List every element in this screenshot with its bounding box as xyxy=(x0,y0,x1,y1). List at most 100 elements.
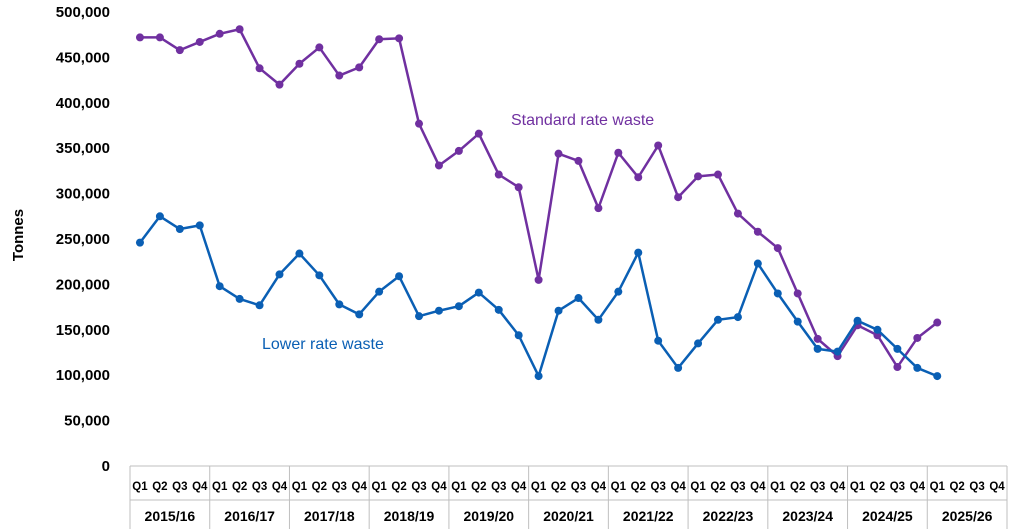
lower-rate-waste-point xyxy=(454,302,463,311)
standard-rate-waste-point xyxy=(195,37,204,46)
lower-rate-waste-point xyxy=(355,310,364,319)
x-quarter-label: Q4 xyxy=(670,481,686,493)
x-quarter-label: Q4 xyxy=(989,481,1005,493)
standard-rate-waste-point xyxy=(255,64,264,73)
standard-rate-waste-point xyxy=(574,156,583,165)
lower-rate-waste-point xyxy=(793,317,802,326)
x-quarter-label: Q4 xyxy=(830,481,846,493)
lower-rate-waste-series xyxy=(135,212,942,381)
standard-rate-waste-point xyxy=(614,148,623,157)
lower-rate-waste-point xyxy=(275,270,284,279)
lower-rate-waste-point xyxy=(713,315,722,324)
y-tick-label: 500,000 xyxy=(56,4,110,21)
x-quarter-label: Q2 xyxy=(631,481,646,493)
lower-rate-waste-point xyxy=(235,294,244,303)
x-year-label: 2022/23 xyxy=(703,508,754,524)
x-quarter-label: Q2 xyxy=(790,481,805,493)
lower-rate-waste-point xyxy=(494,305,503,314)
standard-rate-waste-point xyxy=(773,244,782,253)
lower-rate-waste-point xyxy=(395,272,404,281)
x-year-label: 2020/21 xyxy=(543,508,594,524)
standard-rate-waste-point xyxy=(594,204,603,213)
x-quarter-label: Q2 xyxy=(471,481,486,493)
x-quarter-label: Q4 xyxy=(192,481,208,493)
x-quarter-label: Q1 xyxy=(371,481,387,493)
lower-rate-waste-point xyxy=(195,221,204,230)
lower-rate-waste-point xyxy=(255,301,264,310)
x-quarter-label: Q2 xyxy=(232,481,247,493)
standard-rate-waste-point xyxy=(415,119,424,128)
x-year-label: 2015/16 xyxy=(145,508,196,524)
standard-rate-waste-point xyxy=(694,172,703,181)
lower-rate-waste-point xyxy=(654,336,663,345)
standard-rate-waste-point xyxy=(813,334,822,343)
x-year-label: 2024/25 xyxy=(862,508,913,524)
x-quarter-label: Q1 xyxy=(690,481,706,493)
lower-rate-waste-point xyxy=(614,287,623,296)
series-annotations: Standard rate waste Lower rate waste xyxy=(262,112,654,353)
lower-rate-waste-point xyxy=(295,249,304,258)
standard-rate-waste-point xyxy=(355,63,364,72)
standard-rate-waste-point xyxy=(335,71,344,80)
lower-rate-waste-point xyxy=(753,259,762,268)
standard-rate-waste-point xyxy=(893,363,902,372)
lower-rate-waste-point xyxy=(155,212,164,221)
lower-rate-waste-point xyxy=(135,238,144,247)
lower-rate-waste-point xyxy=(694,339,703,348)
y-tick-label: 250,000 xyxy=(56,231,110,248)
x-quarter-label: Q3 xyxy=(252,481,267,493)
x-year-label: 2025/26 xyxy=(942,508,993,524)
y-tick-label: 300,000 xyxy=(56,186,110,203)
lower-rate-waste-point xyxy=(933,372,942,381)
lower-rate-waste-point xyxy=(434,306,443,315)
x-quarter-label: Q1 xyxy=(451,481,467,493)
x-year-label: 2017/18 xyxy=(304,508,355,524)
standard-rate-waste-point xyxy=(793,289,802,298)
lower-rate-waste-point xyxy=(175,225,184,234)
lower-rate-waste-point xyxy=(474,288,483,297)
lower-rate-waste-point xyxy=(853,316,862,325)
x-quarter-label: Q1 xyxy=(292,481,308,493)
standard-rate-waste-annotation: Standard rate waste xyxy=(511,112,654,129)
x-quarter-label: Q2 xyxy=(949,481,964,493)
x-quarter-label: Q2 xyxy=(710,481,725,493)
x-quarter-label: Q2 xyxy=(870,481,885,493)
standard-rate-waste-point xyxy=(375,35,384,44)
standard-rate-waste-series xyxy=(135,25,942,372)
lower-rate-waste-point xyxy=(315,271,324,280)
standard-rate-waste-point xyxy=(135,33,144,42)
x-quarter-label: Q2 xyxy=(391,481,406,493)
lower-rate-waste-point xyxy=(634,248,643,257)
x-quarter-label: Q3 xyxy=(890,481,905,493)
x-quarter-label: Q3 xyxy=(571,481,586,493)
x-quarter-label: Q1 xyxy=(930,481,946,493)
x-quarter-label: Q3 xyxy=(969,481,984,493)
y-tick-label: 0 xyxy=(102,458,110,475)
standard-rate-waste-point xyxy=(215,29,224,38)
y-tick-label: 200,000 xyxy=(56,276,110,293)
x-year-label: 2018/19 xyxy=(384,508,435,524)
x-quarter-label: Q2 xyxy=(551,481,566,493)
standard-rate-waste-point xyxy=(713,170,722,179)
lower-rate-waste-point xyxy=(375,287,384,296)
lower-rate-waste-point xyxy=(534,372,543,381)
x-year-label: 2016/17 xyxy=(224,508,275,524)
x-quarter-label: Q3 xyxy=(730,481,745,493)
x-quarter-label: Q3 xyxy=(411,481,426,493)
y-tick-label: 450,000 xyxy=(56,49,110,66)
standard-rate-waste-point xyxy=(175,46,184,55)
lower-rate-waste-point xyxy=(415,312,424,321)
y-tick-label: 50,000 xyxy=(64,413,110,430)
x-axis: Q1 Q2 Q3 Q4 Q1 Q2 Q3 Q4 Q1 Q2 Q3 Q4 Q1 Q2 Q3 Q4 Q1 Q2 Q3 Q4… xyxy=(129,465,1008,529)
lower-rate-waste-point xyxy=(913,363,922,372)
y-tick-label: 100,000 xyxy=(56,367,110,384)
standard-rate-waste-point xyxy=(534,275,543,284)
standard-rate-waste-point xyxy=(275,80,284,89)
standard-rate-waste-point xyxy=(155,33,164,42)
lower-rate-waste-point xyxy=(574,294,583,303)
standard-rate-waste-point xyxy=(913,333,922,342)
x-quarter-label: Q1 xyxy=(850,481,866,493)
lower-rate-waste-point xyxy=(594,315,603,324)
lower-rate-waste-point xyxy=(773,289,782,298)
